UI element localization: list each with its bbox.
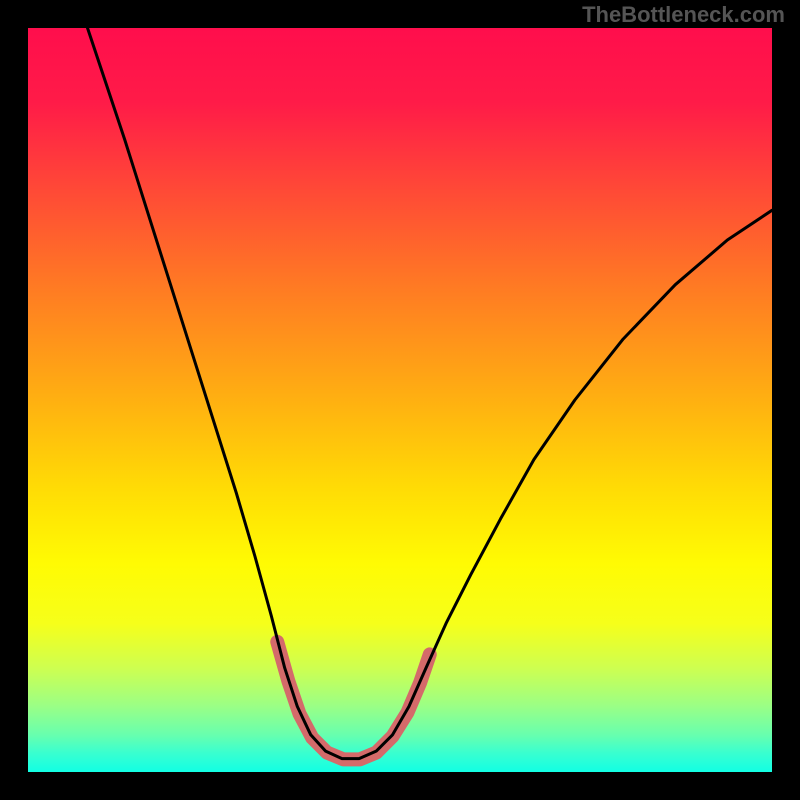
gradient-background — [28, 28, 772, 772]
watermark-text: TheBottleneck.com — [582, 2, 785, 28]
plot-area — [28, 28, 772, 772]
